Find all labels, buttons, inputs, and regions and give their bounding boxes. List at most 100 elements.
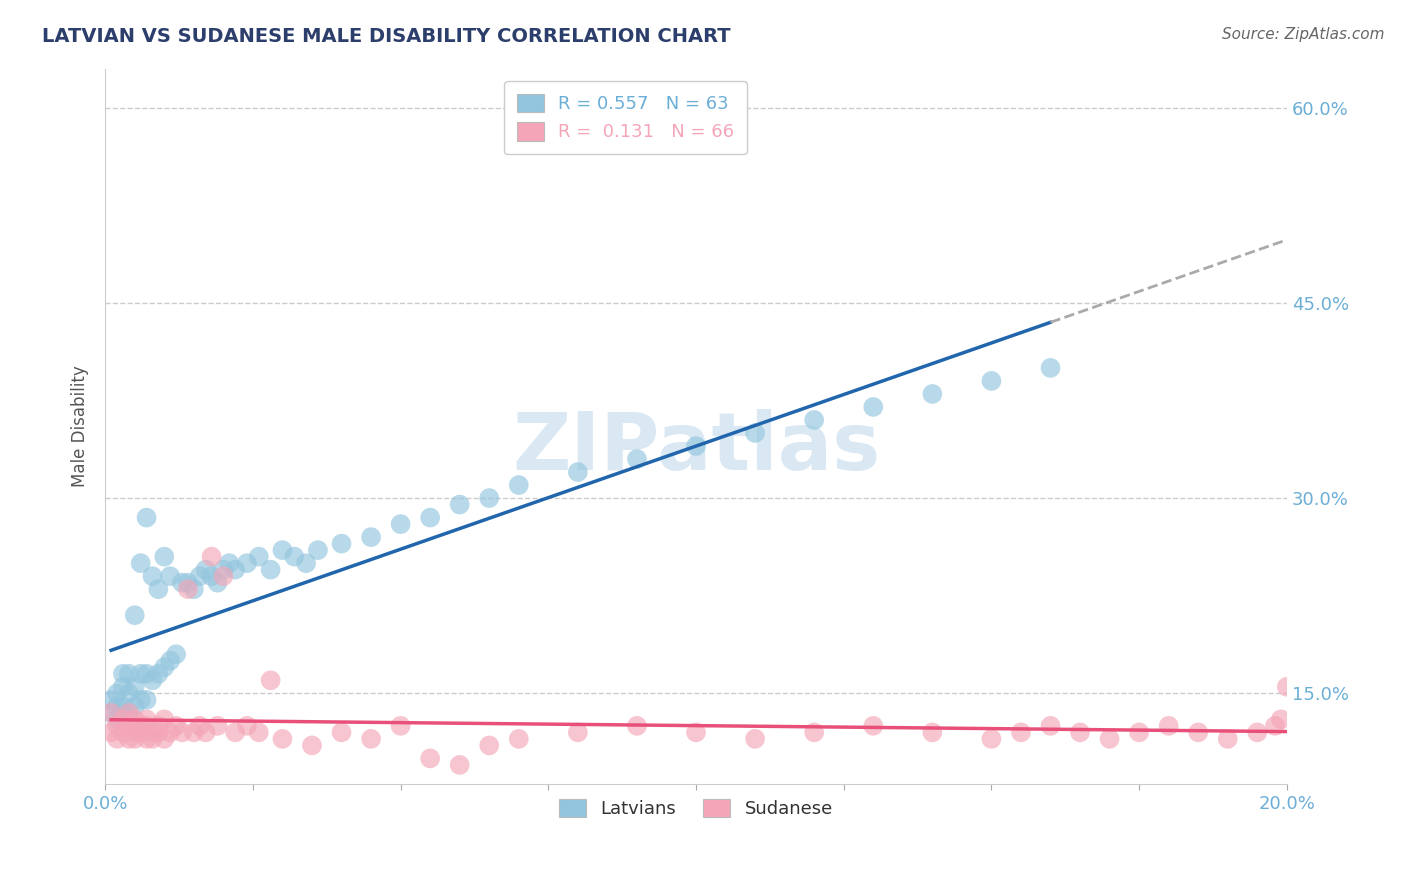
Y-axis label: Male Disability: Male Disability (72, 366, 89, 487)
Point (124, 712, 146, 726)
Point (567, 725, 589, 739)
Point (803, 413, 825, 427)
Point (200, 569, 222, 583)
Point (148, 719, 170, 733)
Point (183, 582, 205, 597)
Point (207, 575, 229, 590)
Point (360, 530, 382, 544)
Point (200, 549, 222, 564)
Point (129, 693, 152, 707)
Point (124, 725, 146, 739)
Point (307, 543, 329, 558)
Point (862, 719, 884, 733)
Point (1187, 725, 1209, 739)
Point (212, 563, 235, 577)
Point (105, 686, 128, 700)
Point (165, 719, 187, 733)
Point (124, 731, 146, 746)
Point (247, 725, 270, 739)
Point (1039, 360, 1062, 375)
Point (170, 725, 193, 739)
Point (921, 387, 943, 401)
Point (478, 739, 501, 753)
Point (105, 719, 128, 733)
Point (259, 563, 281, 577)
Point (111, 666, 134, 681)
Point (100, 693, 122, 707)
Point (449, 498, 471, 512)
Point (153, 712, 176, 726)
Point (224, 725, 246, 739)
Point (100, 706, 122, 720)
Point (295, 556, 318, 570)
Text: ZIPatlas: ZIPatlas (512, 409, 880, 487)
Point (224, 563, 246, 577)
Point (744, 731, 766, 746)
Point (118, 731, 141, 746)
Point (141, 725, 163, 739)
Point (118, 666, 141, 681)
Point (141, 731, 163, 746)
Point (159, 725, 181, 739)
Legend: Latvians, Sudanese: Latvians, Sudanese (551, 792, 841, 825)
Point (129, 719, 152, 733)
Point (170, 575, 193, 590)
Point (419, 510, 441, 524)
Point (744, 425, 766, 440)
Point (105, 699, 128, 714)
Point (118, 719, 141, 733)
Point (111, 725, 134, 739)
Point (177, 582, 200, 597)
Point (165, 647, 187, 661)
Point (135, 712, 157, 726)
Point (508, 478, 530, 492)
Point (980, 374, 1002, 388)
Point (118, 706, 141, 720)
Point (111, 699, 134, 714)
Point (148, 666, 170, 681)
Point (389, 719, 412, 733)
Point (1010, 725, 1032, 739)
Point (194, 725, 217, 739)
Point (124, 699, 146, 714)
Point (449, 758, 471, 772)
Point (135, 719, 157, 733)
Point (567, 465, 589, 479)
Point (247, 549, 270, 564)
Point (100, 725, 122, 739)
Point (183, 725, 205, 739)
Point (1157, 719, 1180, 733)
Point (207, 719, 229, 733)
Point (129, 556, 152, 570)
Point (118, 686, 141, 700)
Text: LATVIAN VS SUDANESE MALE DISABILITY CORRELATION CHART: LATVIAN VS SUDANESE MALE DISABILITY CORR… (42, 27, 731, 45)
Point (177, 575, 200, 590)
Point (1275, 680, 1298, 694)
Point (118, 706, 141, 720)
Point (1039, 719, 1062, 733)
Point (1246, 725, 1268, 739)
Point (218, 556, 240, 570)
Point (159, 654, 181, 668)
Point (626, 719, 648, 733)
Point (478, 491, 501, 505)
Point (271, 543, 294, 558)
Point (283, 549, 305, 564)
Point (111, 680, 134, 694)
Point (135, 510, 157, 524)
Point (360, 731, 382, 746)
Point (419, 751, 441, 765)
Point (236, 556, 259, 570)
Point (212, 569, 235, 583)
Point (194, 563, 217, 577)
Point (862, 400, 884, 414)
Point (100, 706, 122, 720)
Point (105, 731, 128, 746)
Point (1264, 719, 1286, 733)
Point (188, 569, 211, 583)
Point (135, 731, 157, 746)
Point (129, 666, 152, 681)
Point (1270, 712, 1292, 726)
Point (330, 536, 353, 550)
Point (124, 608, 146, 623)
